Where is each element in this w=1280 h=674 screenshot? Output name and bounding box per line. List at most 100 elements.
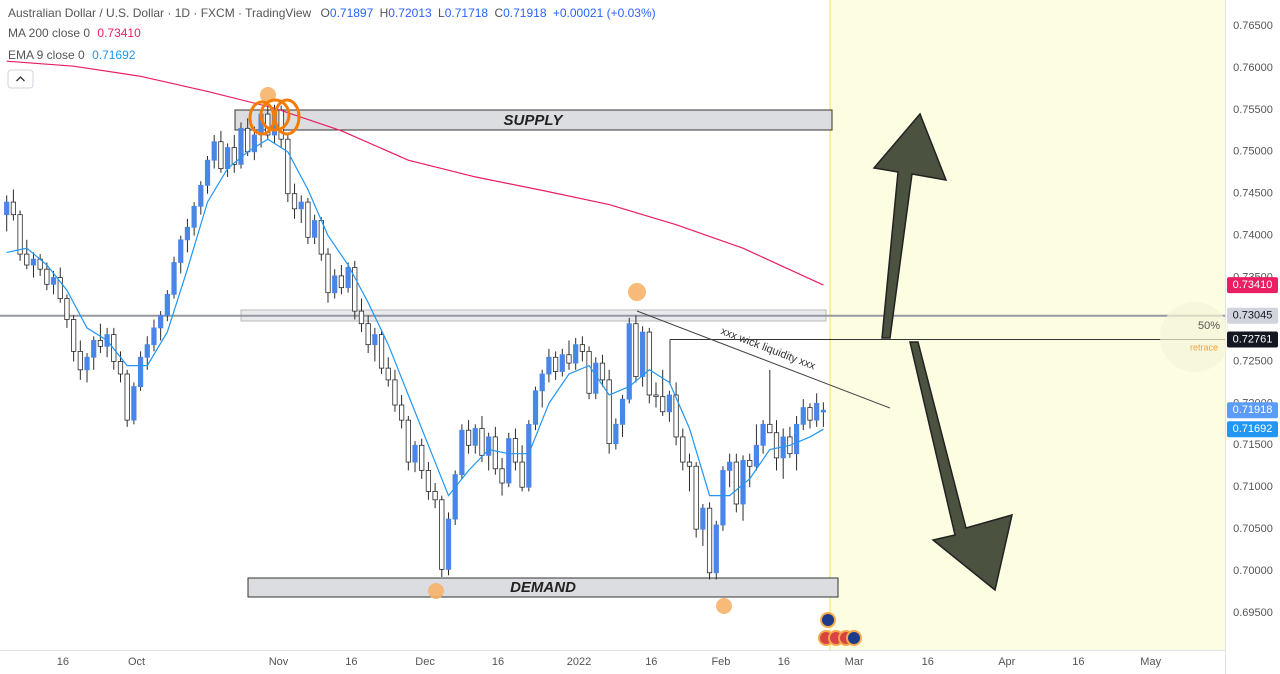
candle-body — [432, 491, 438, 501]
collapse-button[interactable] — [7, 69, 34, 89]
demand-label: DEMAND — [510, 579, 576, 596]
candle-body — [71, 319, 77, 352]
candle-body — [465, 429, 472, 446]
price-label-bg — [1227, 402, 1278, 419]
candle-body — [211, 141, 217, 161]
ohlc-value: 0.71897 — [330, 6, 374, 20]
supply-zone[interactable] — [234, 109, 833, 131]
indicator-legend[interactable]: EMA 9 close 0 0.71692 — [8, 48, 136, 62]
legend-name: MA 200 close 0 — [8, 26, 90, 40]
collapse-icon — [16, 76, 25, 82]
candle-body — [814, 402, 820, 421]
candle-body — [278, 109, 284, 140]
candle-body — [412, 444, 418, 463]
candle-body — [385, 367, 391, 381]
price-label: 0.72761 — [1233, 333, 1273, 345]
candle-body — [191, 205, 197, 228]
candle-body — [747, 459, 753, 467]
candle-body — [171, 262, 177, 295]
candle-body — [358, 310, 365, 325]
candle-body — [706, 507, 713, 574]
candle-body — [57, 277, 63, 299]
candle-body — [325, 253, 331, 294]
candle-body — [352, 267, 358, 312]
symbol-header: Australian Dollar / U.S. Dollar · 1D · F… — [8, 6, 656, 20]
fib-level: 50% — [1198, 320, 1220, 332]
candle-body — [419, 444, 425, 471]
candle-body — [626, 323, 632, 400]
candle-body — [405, 419, 411, 463]
x-tick-label: 16 — [492, 656, 504, 668]
price-label-bg — [1227, 421, 1278, 438]
indicator-legend[interactable]: MA 200 close 0 0.73410 — [8, 26, 141, 40]
candle-body — [606, 379, 612, 445]
price-label-bg — [1227, 277, 1278, 294]
trendline-label: xxx wick liquidity xxx — [719, 325, 817, 372]
ohlc-label: H — [380, 6, 389, 20]
candle-body — [552, 356, 559, 372]
ohlc-value: 0.71718 — [445, 6, 489, 20]
candle-body — [44, 268, 50, 285]
candle-body — [10, 201, 16, 216]
indicator-line — [6, 138, 824, 497]
candle-body — [184, 226, 191, 241]
up-arrow[interactable] — [872, 112, 948, 339]
trendline[interactable] — [636, 310, 891, 409]
candle-body — [713, 524, 719, 574]
ohlc-label: O — [321, 6, 330, 20]
candle-body — [660, 396, 666, 413]
candle-body — [633, 323, 639, 377]
event-flag[interactable] — [846, 630, 862, 646]
candle-body — [77, 350, 83, 371]
candle-body — [24, 253, 30, 266]
candle-body — [285, 138, 291, 195]
x-tick-label: 16 — [57, 656, 69, 668]
fib-name: retrace — [1190, 342, 1218, 352]
candle-body — [137, 356, 144, 387]
y-tick-label: 0.70500 — [1233, 523, 1273, 535]
marker — [716, 598, 732, 614]
scribble-loop — [259, 98, 291, 132]
y-tick-label: 0.75000 — [1233, 146, 1273, 158]
x-tick-label: 2022 — [567, 656, 591, 668]
x-tick-label: 16 — [778, 656, 790, 668]
candle-body — [539, 373, 545, 392]
event-flag[interactable] — [820, 612, 836, 628]
candle-body — [231, 147, 237, 165]
candle-body — [445, 518, 452, 570]
symbol: Australian Dollar / U.S. Dollar · 1D · F… — [8, 6, 312, 20]
candle-body — [506, 438, 512, 484]
plot-area — [0, 60, 1225, 580]
candle-body — [204, 159, 211, 186]
legend-value: 0.71692 — [92, 48, 136, 62]
candle-body — [338, 275, 345, 289]
candle-body — [4, 201, 10, 216]
y-tick-label: 0.76000 — [1233, 62, 1273, 74]
scribble-loop — [273, 98, 301, 136]
y-tick-label: 0.74000 — [1233, 230, 1273, 242]
y-tick-label: 0.69500 — [1233, 607, 1273, 619]
x-tick-label: Oct — [128, 656, 145, 668]
down-arrow[interactable] — [909, 341, 1014, 592]
supply-label: SUPPLY — [504, 112, 565, 129]
candle-body — [30, 258, 37, 266]
candle-body — [164, 293, 170, 316]
candle-body — [392, 379, 398, 406]
candle-body — [238, 127, 244, 165]
y-tick-label: 0.75500 — [1233, 104, 1273, 116]
candle-body — [50, 277, 57, 285]
x-tick-label: Feb — [711, 656, 730, 668]
candle-body — [459, 429, 465, 476]
candle-body — [97, 340, 104, 347]
y-tick-label: 0.72500 — [1233, 355, 1273, 367]
candle-body — [673, 394, 679, 438]
candle-body — [452, 474, 458, 520]
candle-body — [773, 432, 780, 459]
price-label: 0.71692 — [1233, 423, 1273, 435]
demand-zone[interactable] — [247, 577, 839, 598]
candle-body — [680, 436, 686, 463]
candle-body — [693, 465, 699, 530]
candle-body — [198, 184, 204, 207]
